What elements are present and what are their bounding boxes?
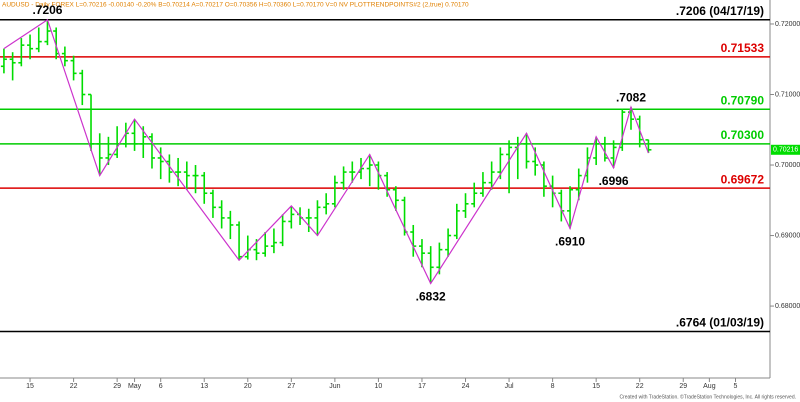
y-tick-label: 0.68000 (775, 303, 800, 310)
x-tick-label: 17 (418, 383, 426, 390)
x-tick-label: Jun (329, 383, 340, 390)
x-tick-label: 22 (70, 383, 78, 390)
x-tick-label: 24 (462, 383, 470, 390)
y-tick-label: 0.69000 (775, 232, 800, 239)
level-label: .7206 (04/17/19) (676, 4, 764, 18)
y-tick-label: 0.70000 (775, 162, 800, 169)
annotation: .6910 (555, 235, 585, 249)
x-tick-label: 10 (375, 383, 383, 390)
x-tick-label: 20 (244, 383, 252, 390)
level-label: 0.69672 (721, 172, 765, 186)
footer: Created with TradeStation. ©TradeStation… (619, 393, 796, 400)
x-tick-label: 6 (159, 383, 163, 390)
x-tick-label: May (128, 383, 142, 390)
level-label: 0.70790 (721, 93, 765, 107)
header: AUDUSD - Daily FOREX L=0.70216 -0.00140 … (2, 2, 469, 9)
last-price-label: 0.70216 (773, 147, 798, 154)
x-tick-label: 13 (200, 383, 208, 390)
x-tick-label: 15 (26, 383, 34, 390)
x-tick-label: 29 (679, 383, 687, 390)
x-tick-label: 27 (287, 383, 295, 390)
y-tick-label: 0.71000 (775, 91, 800, 98)
level-label: .6764 (01/03/19) (676, 316, 764, 330)
x-tick-label: 22 (636, 383, 644, 390)
last-price-box (771, 144, 800, 155)
level-label: 0.70300 (721, 128, 765, 142)
zigzag-line (3, 18, 649, 285)
annotation: .7082 (616, 90, 646, 104)
x-tick-label: 29 (113, 383, 121, 390)
annotation: .6832 (416, 290, 446, 304)
annotation: .7206 (32, 3, 62, 17)
x-tick-label: 8 (551, 383, 555, 390)
level-label: 0.71533 (721, 41, 765, 55)
annotation: .6996 (599, 174, 629, 188)
x-tick-label: Aug (703, 383, 716, 390)
x-tick-label: Jul (505, 383, 514, 390)
x-tick-label: 5 (734, 383, 738, 390)
y-tick-label: 0.72000 (775, 21, 800, 28)
x-tick-label: 15 (592, 383, 600, 390)
